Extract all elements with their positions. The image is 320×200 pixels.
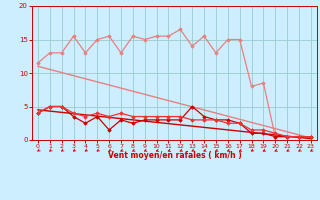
X-axis label: Vent moyen/en rafales ( km/h ): Vent moyen/en rafales ( km/h ): [108, 151, 241, 160]
